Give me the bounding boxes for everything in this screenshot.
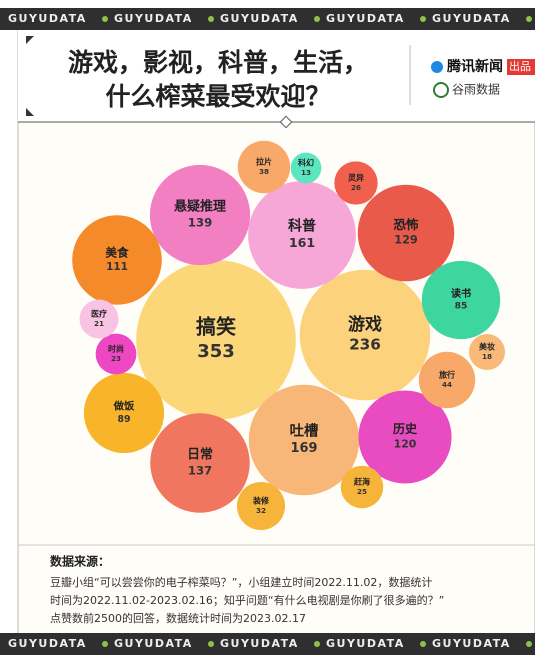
banner-text: GUYUDATA <box>114 12 193 25</box>
bubble-label: 历史 <box>393 421 418 436</box>
bubble-label: 时尚 <box>108 344 124 354</box>
bubble-label: 美妆 <box>479 342 495 352</box>
bubble <box>72 215 162 305</box>
bubble-label: 搞笑 <box>196 315 236 339</box>
bubble-value: 18 <box>482 352 492 361</box>
publisher-tag: 出品 <box>509 59 531 73</box>
bubble-value: 111 <box>106 261 128 273</box>
banner-dot <box>420 16 426 22</box>
banner-text: GUYUDATA <box>326 637 405 650</box>
title-line: 游戏，影视，科普，生活， <box>68 48 368 77</box>
publisher-logo <box>431 61 443 73</box>
bubble-label: 日常 <box>187 447 213 463</box>
publisher: 腾讯新闻 <box>447 58 503 75</box>
bubble-label: 游戏 <box>348 314 382 335</box>
bubble-label: 读书 <box>451 287 471 300</box>
corner <box>26 108 34 116</box>
bubble <box>290 152 322 184</box>
bubble-value: 353 <box>197 341 235 362</box>
bubble-label: 装修 <box>252 496 270 506</box>
banner-dot <box>526 16 532 22</box>
bubble-label: 吐槽 <box>290 421 319 439</box>
bubble-value: 85 <box>455 301 468 312</box>
bubble <box>248 181 356 289</box>
bubble-label: 做饭 <box>113 400 135 413</box>
bubble-label: 科普 <box>288 218 316 235</box>
bubble-value: 139 <box>188 215 212 229</box>
bubble <box>418 351 476 409</box>
source-line: 时间为2022.11.02-2023.02.16；知乎问题“有什么电视剧是你刷了… <box>50 593 444 607</box>
bubble <box>79 299 119 339</box>
bubble <box>340 465 384 509</box>
bubble-label: 医疗 <box>91 309 107 319</box>
source-line: 豆瓣小组“可以尝尝你的电子榨菜吗？”，小组建立时间2022.11.02，数据统计 <box>50 575 432 589</box>
banner-text: GUYUDATA <box>432 637 511 650</box>
corner <box>26 36 34 44</box>
bubble-value: 137 <box>188 463 212 477</box>
bubble-value: 89 <box>117 414 130 425</box>
tag-box <box>507 59 535 75</box>
bubble <box>150 413 250 513</box>
bubble-value: 26 <box>351 183 361 192</box>
bubble-label: 恐怖 <box>393 217 419 232</box>
source-line: 点赞数前2500的回答，数据统计时间为2023.02.17 <box>50 611 306 625</box>
bubble-value: 25 <box>357 487 367 496</box>
bubble <box>468 333 506 371</box>
banner-text: GUYUDATA <box>8 637 87 650</box>
banner-dot <box>102 16 108 22</box>
bubble-value: 13 <box>301 168 311 177</box>
bubble-label: 美食 <box>105 246 129 260</box>
banner-dot <box>102 641 108 647</box>
top-banner <box>0 8 535 30</box>
bubble <box>149 164 251 266</box>
banner-text: GUYUDATA <box>326 12 405 25</box>
bubble-label: 旅行 <box>439 370 455 380</box>
bubble-value: 44 <box>442 380 452 389</box>
partner-logo <box>433 82 449 98</box>
bubble-value: 32 <box>256 506 266 515</box>
bubble <box>83 372 165 454</box>
bubble <box>421 260 501 340</box>
banner-text: GUYUDATA <box>114 637 193 650</box>
banner-dot <box>208 16 214 22</box>
banner-text: GUYUDATA <box>220 637 299 650</box>
partner: 谷雨数据 <box>452 82 500 97</box>
bubble-value: 120 <box>394 437 417 450</box>
source-heading: 数据来源： <box>50 554 110 569</box>
bubble <box>357 184 455 282</box>
bubble-label: 赶海 <box>353 477 370 487</box>
bubble <box>236 481 286 531</box>
bubble-value: 21 <box>94 319 104 328</box>
banner-text: GUYUDATA <box>8 12 87 25</box>
banner-dot <box>526 641 532 647</box>
header-box <box>18 30 535 122</box>
bubble-value: 161 <box>289 235 315 250</box>
bubble-value: 169 <box>291 441 318 456</box>
banner-dot <box>314 16 320 22</box>
bubble <box>334 161 378 205</box>
bubble <box>248 384 360 496</box>
banner-dot <box>314 641 320 647</box>
bubble-label: 拉片 <box>256 157 272 167</box>
bubble <box>299 269 431 401</box>
bubble-value: 129 <box>394 234 418 247</box>
title-line: 什么榨菜最受欢迎？ <box>105 82 330 111</box>
bubble-label: 悬疑推理 <box>174 199 226 215</box>
bubble <box>136 260 296 420</box>
bubble-label: 灵异 <box>347 174 364 183</box>
banner-text: GUYUDATA <box>220 12 299 25</box>
bubble-value: 23 <box>111 354 121 363</box>
banner-dot <box>420 641 426 647</box>
diamond <box>279 115 293 129</box>
bubble-label: 科幻 <box>298 158 314 168</box>
bubble-value: 236 <box>349 336 381 354</box>
banner-dot <box>208 641 214 647</box>
banner-text: GUYUDATA <box>432 12 511 25</box>
bottom-banner <box>0 633 535 655</box>
bubble-value: 38 <box>259 167 269 176</box>
bubble <box>237 140 291 194</box>
bubble <box>358 390 452 484</box>
bubble <box>95 333 137 375</box>
